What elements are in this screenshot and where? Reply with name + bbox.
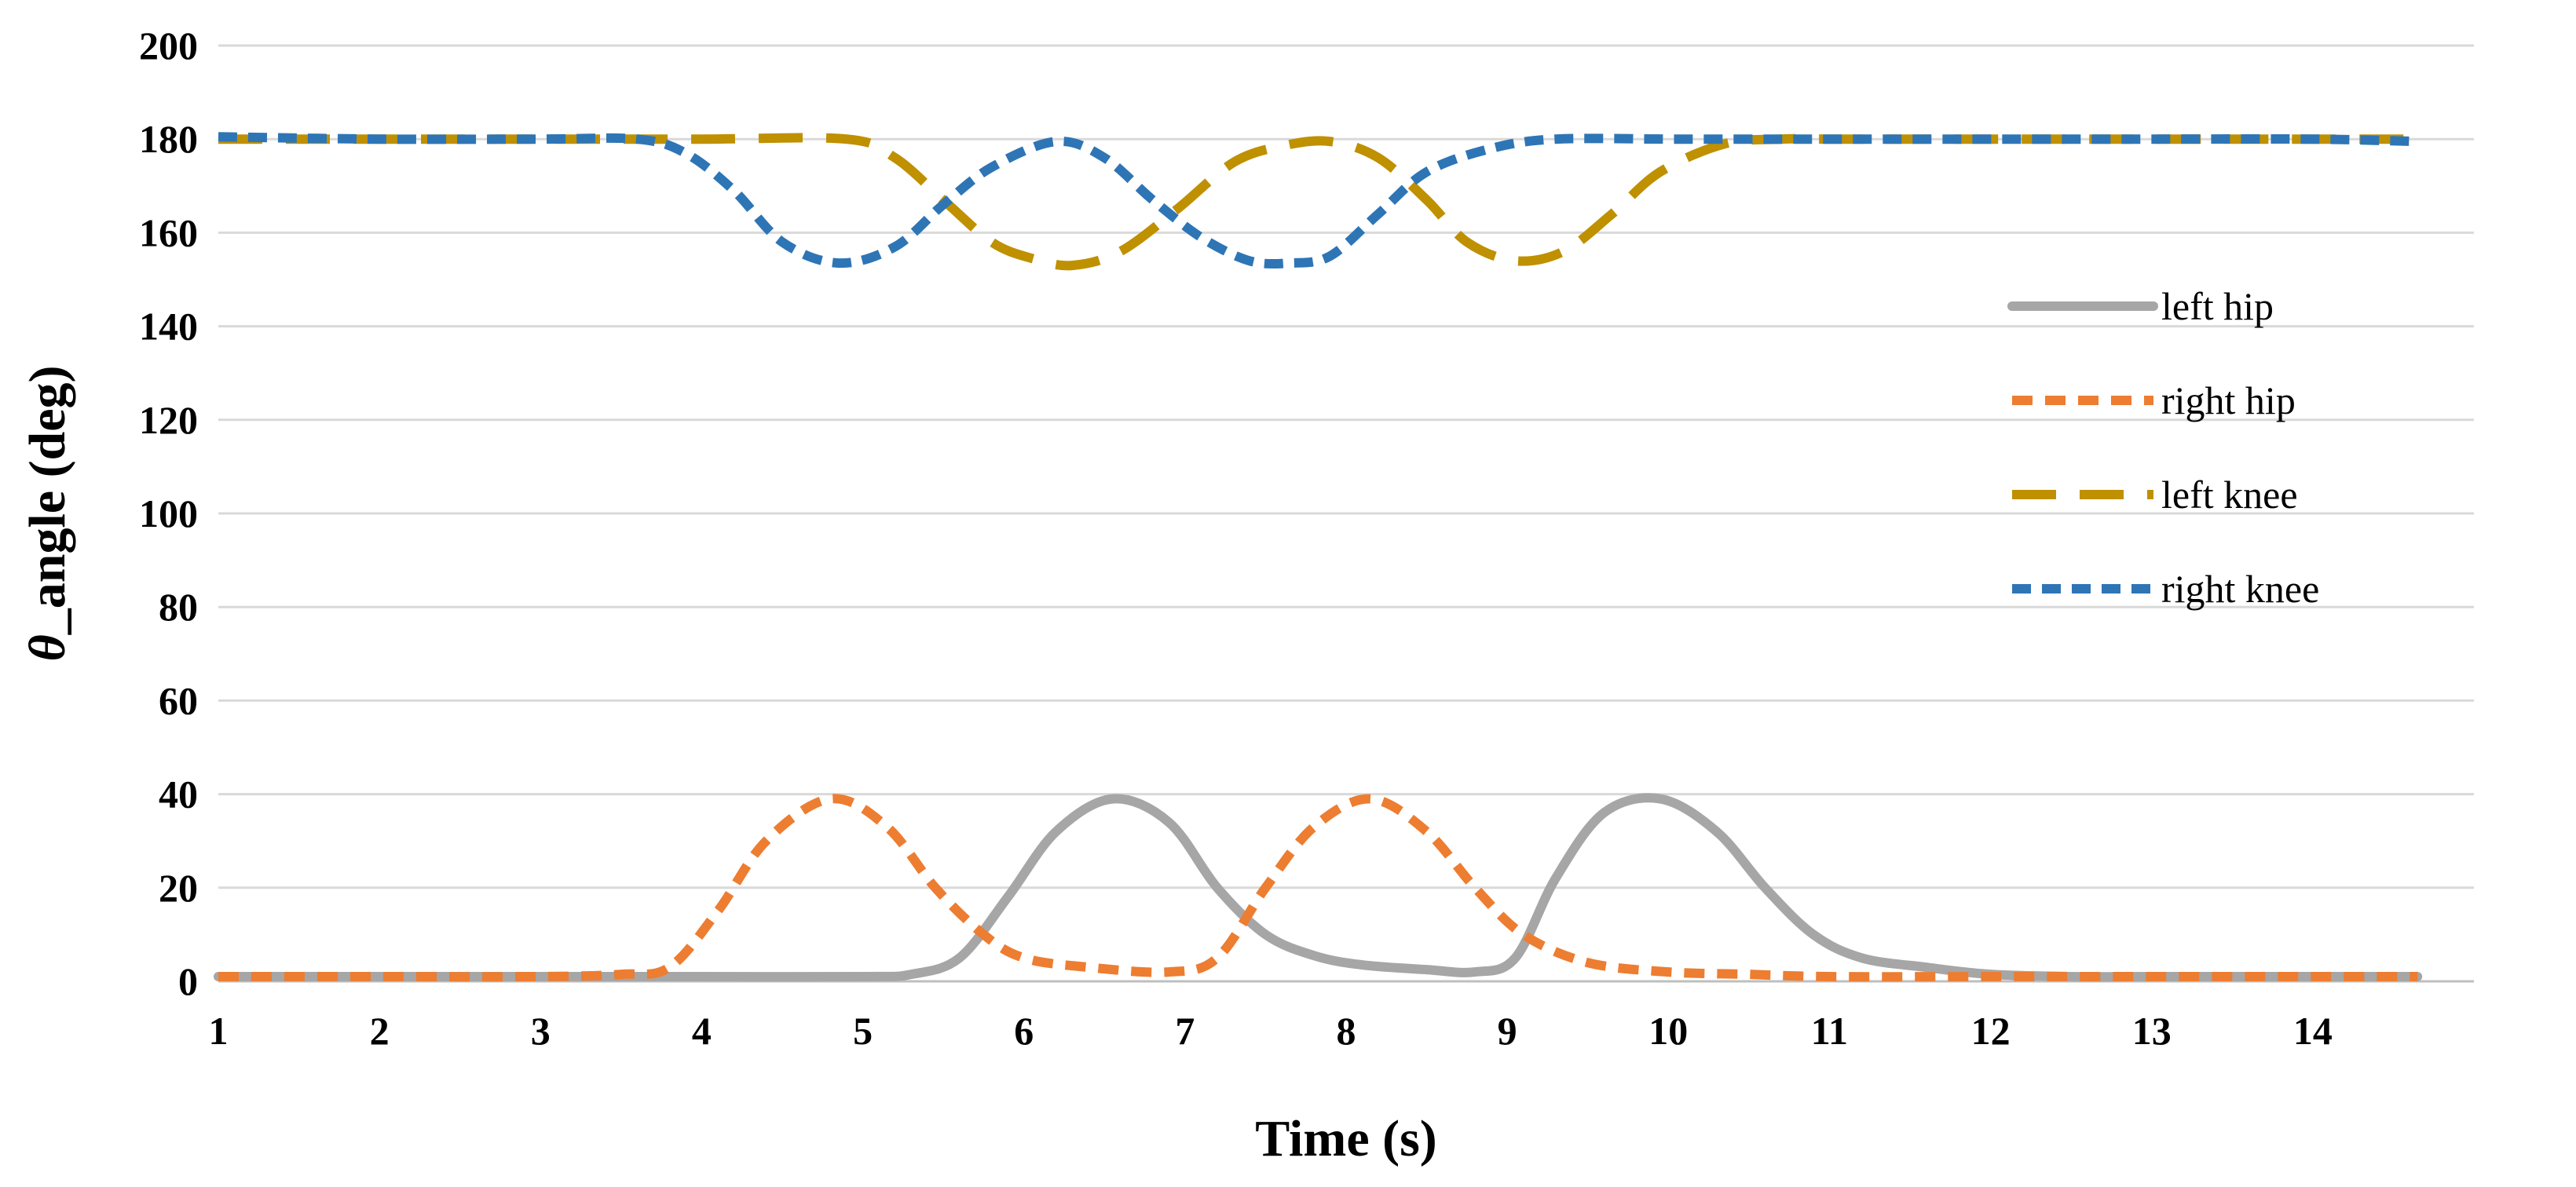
legend-label-left-hip: left hip <box>2161 284 2274 328</box>
y-tick-label-40: 40 <box>159 772 198 816</box>
y-tick-label-100: 100 <box>139 491 198 535</box>
y-tick-label-160: 160 <box>139 210 198 254</box>
y-tick-label-140: 140 <box>139 305 198 349</box>
series-line-left-knee <box>218 133 2418 271</box>
y-axis-title: θ_angle (deg) <box>19 365 76 661</box>
x-tick-label-4: 4 <box>692 1009 712 1053</box>
x-tick-label-7: 7 <box>1175 1009 1195 1053</box>
x-tick-label-5: 5 <box>853 1009 873 1053</box>
x-tick-label-1: 1 <box>209 1009 229 1053</box>
x-tick-label-14: 14 <box>2293 1009 2333 1053</box>
x-tick-label-9: 9 <box>1498 1009 1517 1053</box>
series-line-right-knee <box>218 132 2418 269</box>
legend-label-left-knee: left knee <box>2161 473 2298 517</box>
x-tick-label-13: 13 <box>2132 1009 2172 1053</box>
y-axis-title-text: _angle (deg) <box>19 365 76 635</box>
y-tick-label-60: 60 <box>159 678 198 722</box>
x-tick-label-2: 2 <box>370 1009 390 1053</box>
series-line-right-hip <box>218 794 2418 982</box>
series-lines <box>214 132 2423 982</box>
y-tick-label-180: 180 <box>139 117 198 161</box>
y-axis-title-symbol: θ <box>19 634 76 661</box>
x-tick-label-10: 10 <box>1648 1009 1688 1053</box>
legend: left hip right hip left knee right knee <box>2007 284 2319 611</box>
y-tick-label-200: 200 <box>139 24 198 68</box>
y-tick-label-120: 120 <box>139 398 198 442</box>
x-tick-label-11: 11 <box>1811 1009 1848 1053</box>
y-tick-label-0: 0 <box>178 959 198 1003</box>
x-tick-label-6: 6 <box>1014 1009 1034 1053</box>
x-tick-label-8: 8 <box>1337 1009 1356 1053</box>
legend-label-right-hip: right hip <box>2161 378 2296 422</box>
x-tick-label-12: 12 <box>1971 1009 2011 1053</box>
gridlines <box>218 44 2474 889</box>
x-tick-label-3: 3 <box>531 1009 551 1053</box>
legend-label-right-knee: right knee <box>2161 567 2319 611</box>
y-tick-label-80: 80 <box>159 585 198 629</box>
axis-titles: Time (s) θ_angle (deg) <box>19 365 1437 1167</box>
y-tick-label-20: 20 <box>159 866 198 910</box>
x-axis-title: Time (s) <box>1255 1110 1437 1167</box>
